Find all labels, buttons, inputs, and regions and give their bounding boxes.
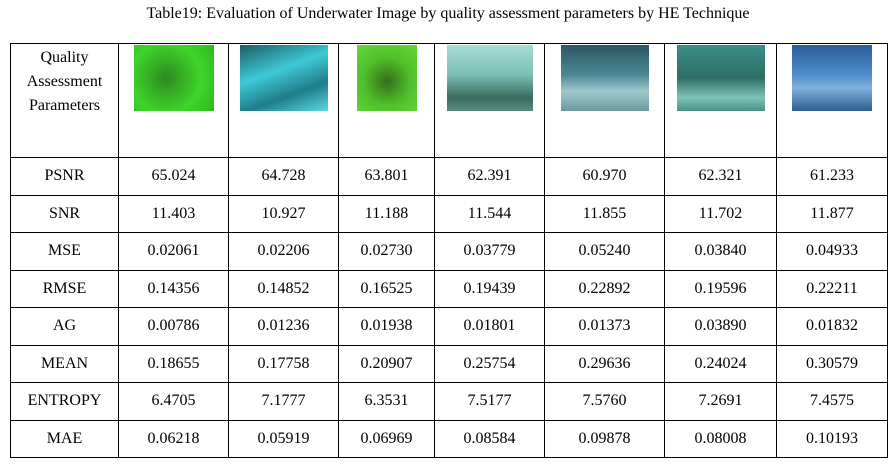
metric-value: 0.14852 (228, 269, 339, 308)
table-row: MEAN 0.18655 0.17758 0.20907 0.25754 0.29636 0… (10, 344, 888, 383)
metric-value: 6.3531 (338, 382, 435, 421)
metric-value: 0.20907 (338, 344, 435, 383)
metric-value: 11.702 (664, 194, 777, 233)
underwater-image (792, 45, 872, 111)
metric-value: 0.03779 (434, 232, 545, 271)
parameter-name: MSE (10, 232, 119, 271)
metric-value: 11.403 (118, 194, 229, 233)
parameter-name: PSNR (10, 157, 119, 196)
metric-value: 0.16525 (338, 269, 435, 308)
table: Quality Assessment Parameters PSNR 65.024… (10, 43, 888, 458)
parameter-name: ENTROPY (10, 382, 119, 421)
image-cell (434, 43, 545, 158)
header-row: Quality Assessment Parameters (10, 43, 888, 158)
metric-value: 0.29636 (544, 344, 665, 383)
parameter-name: MEAN (10, 344, 119, 383)
metric-value: 6.4705 (118, 382, 229, 421)
metric-value: 0.02061 (118, 232, 229, 271)
metric-value: 0.06218 (118, 419, 229, 458)
table-row: MSE 0.02061 0.02206 0.02730 0.03779 0.05240 0.… (10, 232, 888, 271)
table-row: MAE 0.06218 0.05919 0.06969 0.08584 0.09878 0.… (10, 419, 888, 458)
metric-value: 0.01832 (776, 307, 888, 346)
parameter-name: AG (10, 307, 119, 346)
metric-value: 11.855 (544, 194, 665, 233)
table-row: PSNR 65.024 64.728 63.801 62.391 60.970 62.321… (10, 157, 888, 196)
underwater-image (446, 45, 533, 111)
image-cell (664, 43, 777, 158)
table-row: AG 0.00786 0.01236 0.01938 0.01801 0.01373 0.0… (10, 307, 888, 346)
metric-value: 64.728 (228, 157, 339, 196)
metric-value: 7.1777 (228, 382, 339, 421)
metric-value: 0.22892 (544, 269, 665, 308)
metric-value: 0.22211 (776, 269, 888, 308)
metric-value: 0.02206 (228, 232, 339, 271)
metric-value: 10.927 (228, 194, 339, 233)
metric-value: 0.14356 (118, 269, 229, 308)
metric-value: 7.4575 (776, 382, 888, 421)
metric-value: 0.03840 (664, 232, 777, 271)
metric-value: 0.05919 (228, 419, 339, 458)
image-cell (228, 43, 339, 158)
metric-value: 61.233 (776, 157, 888, 196)
metric-value: 0.06969 (338, 419, 435, 458)
metric-value: 11.877 (776, 194, 888, 233)
metric-value: 7.5760 (544, 382, 665, 421)
image-cell (776, 43, 888, 158)
underwater-image (356, 45, 417, 111)
metric-value: 63.801 (338, 157, 435, 196)
metric-value: 0.08584 (434, 419, 545, 458)
underwater-image (560, 45, 649, 111)
image-cell (338, 43, 435, 158)
metric-value: 0.25754 (434, 344, 545, 383)
metric-value: 7.5177 (434, 382, 545, 421)
metric-value: 0.05240 (544, 232, 665, 271)
table-row: ENTROPY 6.4705 7.1777 6.3531 7.5177 7.5760 7.2… (10, 382, 888, 421)
metric-value: 0.30579 (776, 344, 888, 383)
metric-value: 7.2691 (664, 382, 777, 421)
metric-value: 0.19439 (434, 269, 545, 308)
table-row: SNR 11.403 10.927 11.188 11.544 11.855 11.702 1… (10, 194, 888, 233)
metric-value: 0.00786 (118, 307, 229, 346)
metric-value: 62.321 (664, 157, 777, 196)
metric-value: 0.18655 (118, 344, 229, 383)
table-row: RMSE 0.14356 0.14852 0.16525 0.19439 0.22892 0… (10, 269, 888, 308)
metric-value: 0.09878 (544, 419, 665, 458)
metric-value: 0.01938 (338, 307, 435, 346)
parameter-name: RMSE (10, 269, 119, 308)
underwater-image (676, 45, 765, 111)
metric-value: 0.17758 (228, 344, 339, 383)
metric-value: 0.01373 (544, 307, 665, 346)
metric-value: 11.188 (338, 194, 435, 233)
metric-value: 0.24024 (664, 344, 777, 383)
image-cell (544, 43, 665, 158)
table-body: Quality Assessment Parameters PSNR 65.024… (10, 43, 888, 458)
metric-value: 60.970 (544, 157, 665, 196)
table-title: Table19: Evaluation of Underwater Image … (146, 5, 750, 22)
metric-value: 0.03890 (664, 307, 777, 346)
metric-value: 0.10193 (776, 419, 888, 458)
metric-value: 11.544 (434, 194, 545, 233)
image-cell (118, 43, 229, 158)
metric-value: 0.08008 (664, 419, 777, 458)
parameter-name: SNR (10, 194, 119, 233)
metric-value: 65.024 (118, 157, 229, 196)
parameter-name: MAE (10, 419, 119, 458)
underwater-image (133, 45, 214, 111)
metric-value: 0.01236 (228, 307, 339, 346)
metric-value: 0.02730 (338, 232, 435, 271)
metric-value: 0.19596 (664, 269, 777, 308)
underwater-image (239, 45, 328, 111)
metric-value: 62.391 (434, 157, 545, 196)
metric-value: 0.01801 (434, 307, 545, 346)
metric-value: 0.04933 (776, 232, 888, 271)
header-cell: Quality Assessment Parameters (10, 43, 119, 158)
